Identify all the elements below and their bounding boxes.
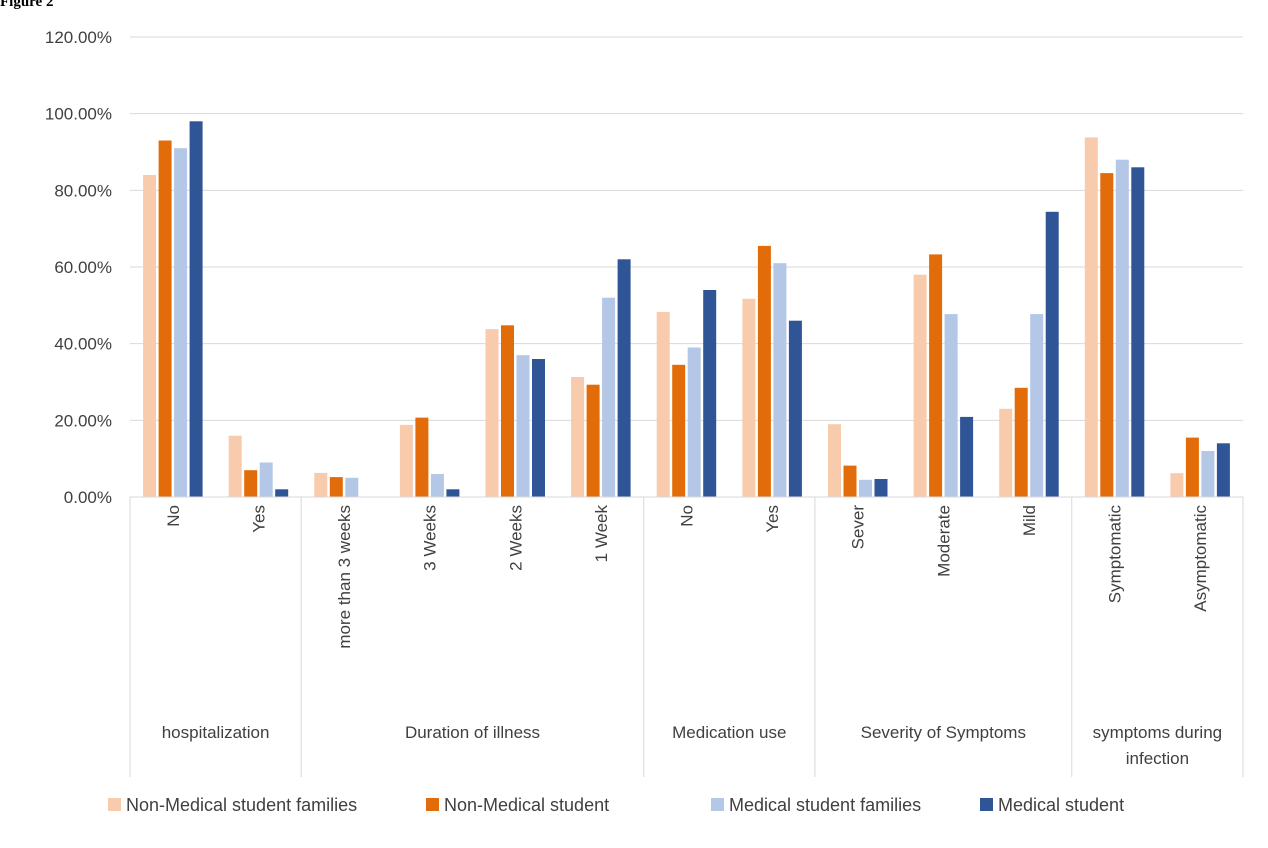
bar	[259, 462, 273, 497]
bar	[174, 148, 188, 497]
bar	[586, 384, 600, 497]
legend-swatch	[108, 798, 121, 811]
bar	[143, 175, 157, 497]
bar	[399, 424, 413, 497]
bar	[532, 359, 545, 497]
legend-label: Medical student	[998, 795, 1124, 815]
x-tick-label: more than 3 weeks	[335, 505, 354, 649]
x-tick-label: 3 Weeks	[421, 505, 440, 571]
bar	[1131, 167, 1145, 498]
legend-swatch	[711, 798, 724, 811]
bar	[944, 314, 958, 497]
bar	[656, 311, 670, 497]
group-label: Duration of illness	[405, 723, 540, 742]
x-tick-label: Yes	[249, 505, 268, 533]
bar	[1045, 211, 1059, 498]
bar	[874, 479, 888, 497]
x-tick-label: Moderate	[934, 505, 953, 577]
bar	[960, 416, 974, 497]
x-axis-groups: hospitalization Duration of illness Medica…	[129, 497, 1244, 777]
bar	[843, 465, 857, 497]
y-tick-label: 40.00%	[54, 335, 112, 354]
x-axis-categories: No Yes more than 3 weeks 3 Weeks 2 Weeks 1 We…	[164, 505, 1210, 649]
x-tick-label: Yes	[763, 505, 782, 533]
bar	[314, 472, 328, 497]
bar	[1185, 437, 1199, 497]
legend-label: Medical student families	[729, 795, 921, 815]
bar	[1201, 451, 1215, 497]
bars	[143, 121, 1230, 498]
bar	[773, 263, 787, 497]
group-label: Medication use	[672, 723, 786, 742]
bar	[501, 325, 514, 497]
x-tick-label: No	[678, 505, 697, 527]
bar	[345, 477, 359, 497]
y-tick-label: 60.00%	[54, 258, 112, 277]
bar	[228, 435, 242, 497]
bar	[1170, 473, 1184, 497]
gridlines	[130, 36, 1243, 421]
x-tick-label: Mild	[1020, 505, 1039, 536]
legend: Non-Medical student families Non-Medical …	[108, 795, 1124, 815]
bar	[485, 329, 499, 497]
bar	[999, 408, 1013, 497]
bar	[913, 274, 927, 497]
bar	[1084, 137, 1098, 497]
bar	[244, 470, 258, 497]
legend-label: Non-Medical student	[444, 795, 609, 815]
y-tick-label: 80.00%	[54, 181, 112, 200]
bar	[1100, 173, 1114, 497]
x-tick-label: Sever	[849, 505, 868, 550]
bar	[329, 477, 343, 497]
bar	[859, 479, 872, 498]
group-label: Severity of Symptoms	[861, 723, 1026, 742]
x-tick-label: 2 Weeks	[506, 505, 525, 571]
bar	[158, 140, 172, 497]
bar	[189, 121, 203, 498]
bar	[275, 489, 289, 497]
bar	[430, 474, 444, 497]
bar	[1014, 387, 1028, 498]
bar	[703, 290, 717, 497]
y-tick-label: 20.00%	[54, 411, 112, 430]
x-tick-label: 1 Week	[592, 505, 611, 563]
y-tick-label: 120.00%	[45, 28, 112, 47]
legend-swatch	[426, 798, 439, 811]
x-tick-label: No	[164, 505, 183, 527]
legend-label: Non-Medical student families	[126, 795, 357, 815]
bar	[1115, 159, 1129, 497]
y-tick-label: 100.00%	[45, 105, 112, 124]
legend-swatch	[980, 798, 993, 811]
bar	[929, 254, 943, 497]
group-label: infection	[1126, 749, 1189, 768]
y-tick-label: 0.00%	[64, 488, 112, 507]
group-label: hospitalization	[162, 723, 270, 742]
bar	[742, 298, 756, 497]
x-tick-label: Asymptomatic	[1191, 505, 1210, 612]
bar	[415, 417, 429, 497]
bar	[446, 489, 460, 497]
bar	[617, 259, 631, 497]
bar	[1216, 443, 1230, 497]
figure-tag: Figure 2	[0, 0, 54, 10]
bar	[788, 320, 802, 497]
bar	[516, 355, 530, 497]
bar	[602, 297, 616, 497]
x-tick-label: Symptomatic	[1106, 505, 1125, 604]
bar	[687, 347, 701, 497]
bar	[672, 364, 686, 498]
bar	[571, 377, 585, 497]
bar	[1030, 314, 1044, 497]
bar	[757, 245, 771, 497]
group-label: symptoms during	[1093, 723, 1222, 742]
bar	[828, 424, 841, 497]
y-axis-ticks: 0.00% 20.00% 40.00% 60.00% 80.00% 100.00% 120.…	[45, 28, 112, 507]
